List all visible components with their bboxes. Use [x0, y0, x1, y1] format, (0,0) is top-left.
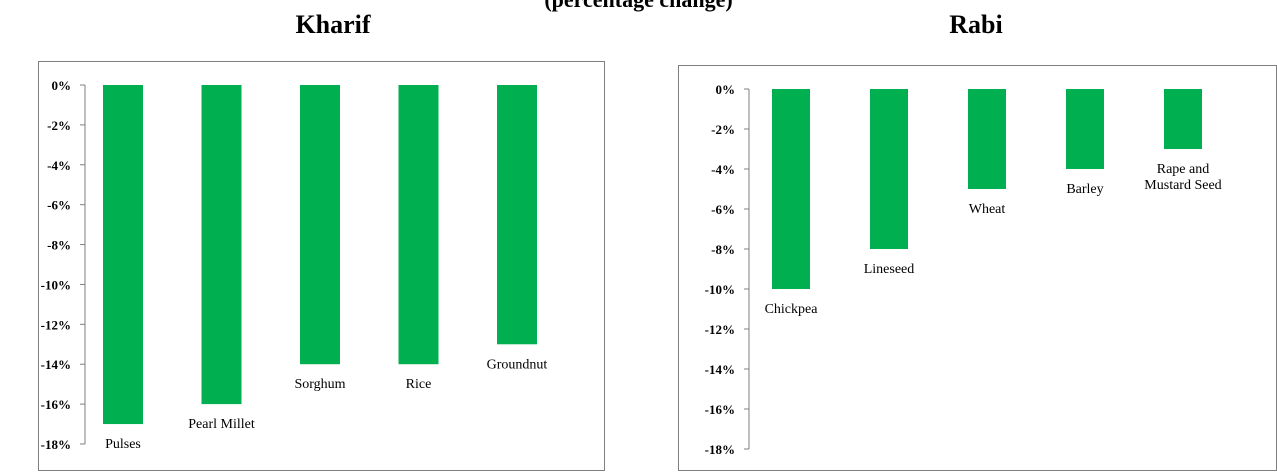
y-tick-label: -16% — [705, 402, 735, 417]
bar-pulses — [103, 85, 143, 425]
category-label-rape-and-mustard-seed: Rape and Mustard Seed — [1144, 162, 1221, 193]
category-label-wheat: Wheat — [969, 202, 1006, 217]
category-label-chickpea: Chickpea — [765, 302, 819, 317]
bar-pearl-millet — [201, 85, 242, 405]
kharif-chart-title: Kharif — [295, 10, 371, 39]
rabi-chart-frame: 0% -2% -4% -6% -8% -10% -12% -14% -16% -18% Chickp… — [678, 65, 1277, 471]
y-tick-label: -14% — [41, 357, 71, 372]
y-tick-label: -4% — [711, 162, 735, 177]
y-tick-label: -6% — [47, 198, 71, 213]
y-tick-label: -16% — [41, 397, 71, 412]
bar-chickpea — [772, 89, 810, 289]
y-tick-label: -12% — [705, 322, 735, 337]
category-label-lineseed: Lineseed — [864, 262, 915, 277]
bar-groundnut — [497, 85, 537, 345]
kharif-chart-frame: 0% -2% -4% -6% -8% -10% -12% -14% -16% -18% Pulses… — [38, 61, 605, 471]
y-tick-label: -18% — [41, 437, 71, 452]
y-tick-label: -4% — [47, 158, 71, 173]
y-tick-label: -2% — [47, 118, 71, 133]
y-tick-label: 0% — [716, 82, 736, 97]
y-tick-label: 0% — [52, 78, 72, 93]
category-label-groundnut: Groundnut — [487, 357, 548, 372]
category-label-barley: Barley — [1066, 182, 1103, 197]
bar-lineseed — [870, 89, 908, 249]
bar-rape-and-mustard-seed — [1164, 89, 1202, 149]
y-tick-label: -2% — [711, 122, 735, 137]
category-label-rice: Rice — [406, 377, 432, 392]
y-tick-label: -8% — [711, 242, 735, 257]
category-label-pearl-millet: Pearl Millet — [188, 417, 255, 432]
heading-clip: (percentage change) — [0, 0, 1277, 12]
category-label-pulses: Pulses — [105, 437, 141, 452]
kharif-bar-chart: 0% -2% -4% -6% -8% -10% -12% -14% -16% -18% Pulses… — [41, 78, 548, 452]
bar-wheat — [968, 89, 1006, 189]
rabi-chart-title: Rabi — [949, 10, 1003, 39]
y-tick-label: -14% — [705, 362, 735, 377]
y-tick-label: -18% — [705, 442, 735, 457]
bar-rice — [398, 85, 439, 365]
y-tick-label: -10% — [705, 282, 735, 297]
y-tick-label: -12% — [41, 317, 71, 332]
y-tick-label: -10% — [41, 277, 71, 292]
bar-sorghum — [300, 85, 340, 365]
category-label-sorghum: Sorghum — [294, 377, 345, 392]
page-heading: (percentage change) — [0, 0, 1277, 12]
bar-barley — [1066, 89, 1104, 169]
rabi-bar-chart: 0% -2% -4% -6% -8% -10% -12% -14% -16% -18% Chickp… — [705, 82, 1222, 457]
y-tick-label: -6% — [711, 202, 735, 217]
y-tick-label: -8% — [47, 238, 71, 253]
